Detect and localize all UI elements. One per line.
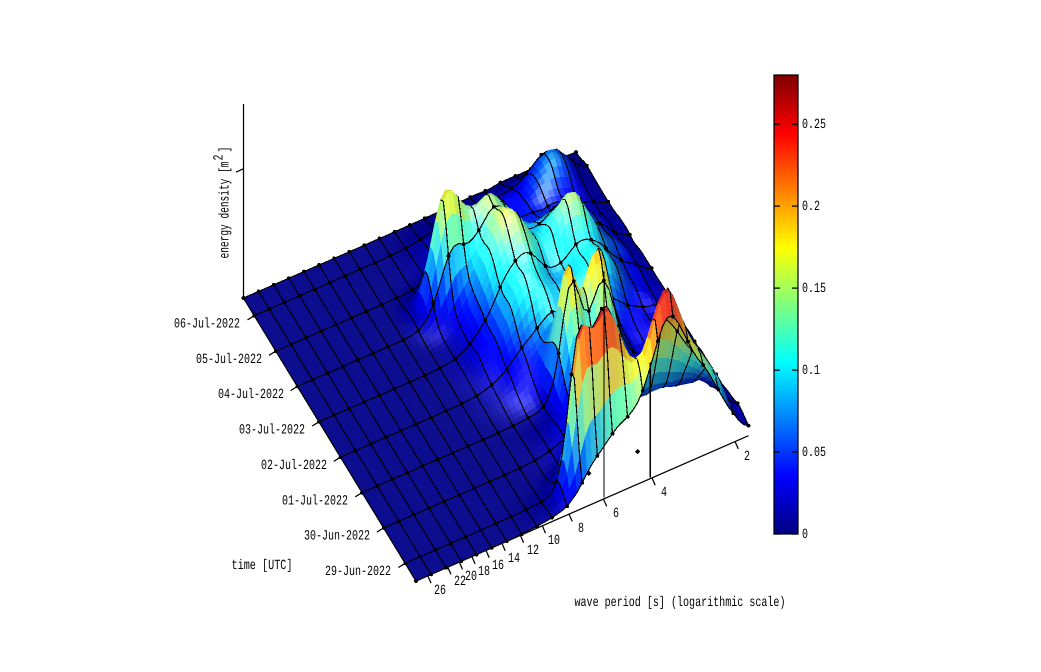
svg-text:29-Jun-2022: 29-Jun-2022 xyxy=(325,564,391,580)
svg-text:16: 16 xyxy=(492,558,504,574)
svg-text:04-Jul-2022: 04-Jul-2022 xyxy=(218,387,284,403)
svg-text:0.15: 0.15 xyxy=(802,281,826,297)
svg-text:05-Jul-2022: 05-Jul-2022 xyxy=(196,352,262,368)
svg-text:10: 10 xyxy=(548,533,560,549)
svg-text:14: 14 xyxy=(508,551,520,567)
svg-text:2: 2 xyxy=(212,155,228,161)
svg-text:20: 20 xyxy=(465,569,477,585)
svg-text:26: 26 xyxy=(434,583,446,599)
svg-text:12: 12 xyxy=(527,543,539,559)
svg-text:22: 22 xyxy=(454,574,466,590)
svg-text:4: 4 xyxy=(661,485,667,501)
svg-text:30-Jun-2022: 30-Jun-2022 xyxy=(304,529,370,545)
svg-text:time [UTC]: time [UTC] xyxy=(232,558,293,574)
svg-text:01-Jul-2022: 01-Jul-2022 xyxy=(282,493,348,509)
svg-text:]: ] xyxy=(218,147,234,153)
svg-text:0: 0 xyxy=(802,527,808,543)
svg-text:0.05: 0.05 xyxy=(802,445,826,461)
svg-text:18: 18 xyxy=(478,564,490,580)
svg-text:6: 6 xyxy=(613,506,619,522)
svg-text:8: 8 xyxy=(578,521,584,537)
svg-text:wave period [s] (logarithmic s: wave period [s] (logarithmic scale) xyxy=(575,595,786,611)
svg-text:06-Jul-2022: 06-Jul-2022 xyxy=(174,316,240,332)
svg-text:0.1: 0.1 xyxy=(802,363,820,379)
svg-text:0.25: 0.25 xyxy=(802,117,826,133)
svg-text:energy density [m: energy density [m xyxy=(218,162,234,259)
svg-text:0.2: 0.2 xyxy=(802,199,820,215)
svg-text:02-Jul-2022: 02-Jul-2022 xyxy=(261,458,327,474)
svg-text:2: 2 xyxy=(744,449,750,465)
svg-text:03-Jul-2022: 03-Jul-2022 xyxy=(239,423,305,439)
